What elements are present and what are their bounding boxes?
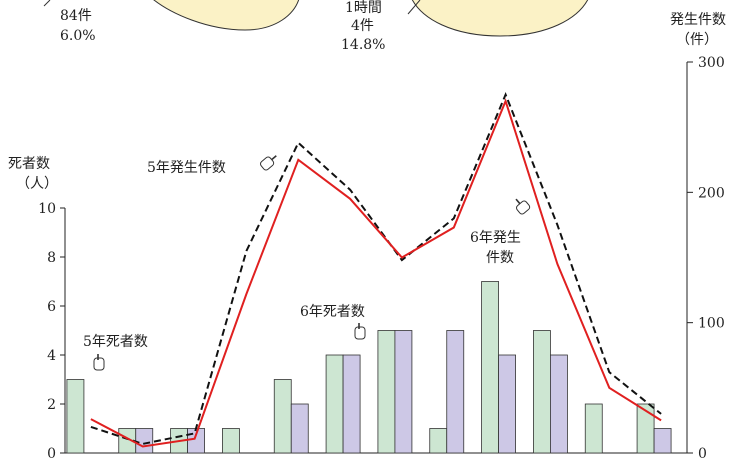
bar-deaths-5yr [273,379,292,454]
right-axis-tick-label: 100 [698,316,725,332]
line-count-6yr [90,98,662,448]
line-count-5yr [90,91,662,445]
annotation-6yr-deaths: 6年死者数 [300,304,365,320]
annotation-6yr-count-line2: 件数 [486,250,514,266]
bar-deaths-5yr [222,428,240,454]
bar-series [66,281,672,454]
pie-fragment-left [153,0,300,31]
line-series [90,91,662,448]
bar-deaths-6yr [290,403,309,454]
pie-left-pct: 6.0% [60,28,96,44]
left-axis-tick-label: 10 [38,201,56,217]
pie-right-pct: 14.8% [341,37,385,53]
left-axis-tick-label: 0 [47,446,56,462]
right-axis-ticks: 0 100 200 300 [687,55,725,462]
pie-right-label: 1時間 [345,0,382,16]
right-axis-tick-label: 200 [698,185,725,201]
bar-deaths-6yr [135,428,154,454]
pie-fragment-right [411,0,589,37]
bar-deaths-5yr [325,354,344,454]
pie-leader-line [407,0,421,15]
left-axis-ticks: 0 2 4 6 8 10 [38,201,65,462]
pointing-hand-icon [93,354,105,371]
annotation-5yr-count: 5年発生件数 [147,160,226,176]
pointing-hand-icon [515,198,531,215]
pointing-hand-icon [354,323,366,340]
left-axis-unit: （人） [16,176,58,192]
bar-deaths-6yr [342,354,361,454]
bar-deaths-5yr [584,403,603,454]
bar-deaths-5yr [533,330,551,454]
pie-right-count: 4件 [351,18,374,34]
annotation-6yr-count-line1: 6年発生 [470,230,521,246]
right-axis-tick-label: 300 [698,55,725,71]
right-axis-title: 発生件数 [670,12,726,28]
bar-deaths-6yr [653,428,672,454]
annotation-5yr-deaths: 5年死者数 [83,334,148,350]
bar-deaths-6yr [550,354,568,454]
left-axis-tick-label: 4 [47,348,56,364]
pie-left-count: 84件 [60,8,92,24]
left-axis-tick-label: 8 [47,250,56,266]
bar-deaths-5yr [66,379,85,454]
pointing-hand-icon [260,155,277,171]
left-axis-tick-label: 6 [47,299,56,315]
bar-deaths-6yr [394,330,413,454]
right-axis-tick-label: 0 [698,446,707,462]
bar-deaths-5yr [377,330,396,454]
pie-leader-line-left [43,0,51,7]
bar-deaths-5yr [481,281,499,454]
right-axis-unit: （件） [676,32,718,48]
left-axis-tick-label: 2 [47,397,56,413]
bar-deaths-6yr [498,354,516,454]
bar-deaths-5yr [429,428,448,454]
bar-deaths-6yr [446,330,465,454]
left-axis-title: 死者数 [8,156,50,172]
